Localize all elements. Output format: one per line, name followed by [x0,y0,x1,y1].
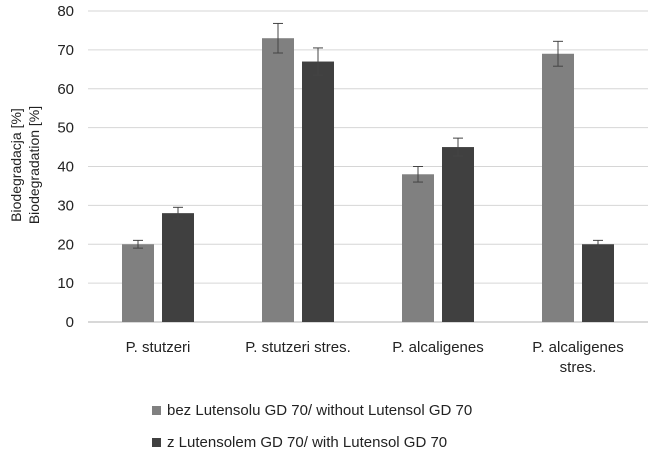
legend-swatch-without-lutensol [152,406,161,415]
error-bar-series2-cat2 [313,47,323,76]
bar-series2-cat2 [302,61,334,322]
error-bar-series2-cat4 [593,239,603,249]
y-tick-label-60: 60 [57,81,74,98]
y-axis-label-line-2: Biodegradation [%] [26,106,42,224]
y-tick-label-80: 80 [57,3,74,20]
error-bars [133,22,603,249]
bar-series1-cat4 [542,53,574,322]
legend-swatch-with-lutensol [152,438,161,447]
y-tick-label-70: 70 [57,42,74,59]
bars [122,38,614,323]
x-axis-category-labels: P. stutzeri P. stutzeri stres. P. alcalige… [126,339,624,376]
legend-label-with-lutensol: z Lutensolem GD 70/ with Lutensol GD 70 [167,434,448,451]
x-category-label-2: P. stutzeri stres. [245,339,351,356]
legend-item-without-lutensol: bez Lutensolu GD 70/ without Lutensol GD… [152,402,472,419]
x-category-label-3: P. alcaligenes [392,339,483,356]
x-category-label-4: P. alcaligenes stres. [532,339,623,376]
error-bar-series1-cat3 [413,166,423,183]
bar-series2-cat3 [442,147,474,322]
bar-series1-cat2 [262,38,294,323]
legend-label-without-lutensol: bez Lutensolu GD 70/ without Lutensol GD… [167,402,473,419]
y-tick-label-40: 40 [57,159,74,176]
error-bar-series1-cat2 [273,22,283,54]
bar-series2-cat4 [582,244,614,322]
y-tick-label-20: 20 [57,236,74,253]
error-bar-series2-cat1 [173,206,183,220]
y-tick-label-0: 0 [66,314,74,331]
bar-series2-cat1 [162,213,194,322]
x-category-label-1: P. stutzeri [126,339,191,356]
error-bar-series1-cat4 [553,40,563,67]
y-axis-tick-labels: 0 10 20 30 40 50 60 70 80 [57,3,74,331]
y-axis-label-line-1: Biodegradacja [%] [8,108,24,222]
y-tick-label-10: 10 [57,275,74,292]
error-bar-series1-cat1 [133,239,143,249]
bar-series1-cat3 [402,174,434,322]
legend-item-with-lutensol: z Lutensolem GD 70/ with Lutensol GD 70 [152,434,447,451]
bar-series1-cat1 [122,244,154,322]
y-tick-label-30: 30 [57,197,74,214]
error-bar-series2-cat3 [453,137,463,157]
y-tick-label-50: 50 [57,120,74,137]
